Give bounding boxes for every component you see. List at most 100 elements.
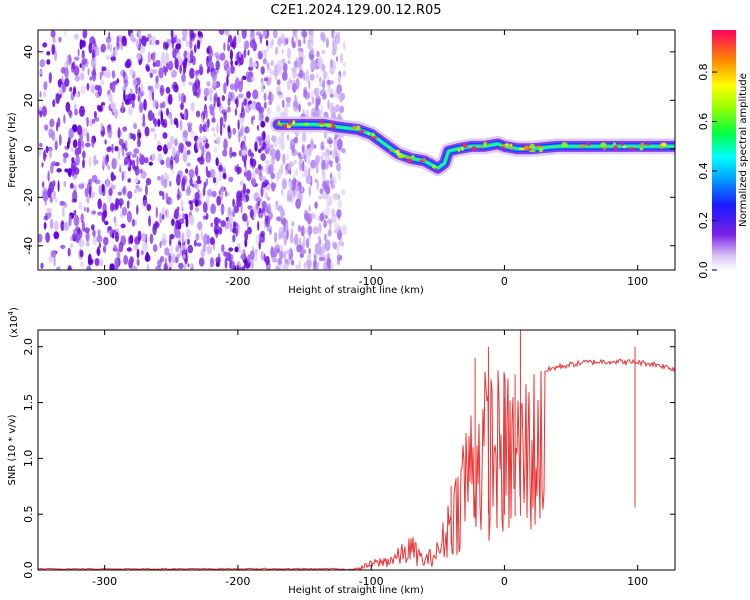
noise-speckle <box>254 141 258 152</box>
noise-speckle <box>165 52 169 64</box>
noise-speckle <box>312 226 319 235</box>
noise-speckle <box>186 162 191 167</box>
noise-speckle <box>77 227 81 235</box>
noise-speckle <box>203 121 209 131</box>
noise-speckle <box>88 42 93 54</box>
noise-speckle <box>241 265 245 270</box>
noise-speckle <box>246 91 251 99</box>
noise-speckle <box>187 238 190 245</box>
noise-speckle <box>59 200 66 206</box>
noise-speckle <box>170 30 174 39</box>
noise-speckle <box>244 230 249 242</box>
noise-speckle <box>206 245 213 255</box>
noise-speckle <box>48 72 52 84</box>
noise-speckle <box>162 101 166 109</box>
noise-speckle <box>82 158 85 169</box>
noise-speckle <box>129 256 134 265</box>
noise-speckle <box>161 52 166 64</box>
noise-speckle <box>206 68 209 74</box>
noise-speckle <box>108 226 111 231</box>
noise-speckle <box>45 145 49 154</box>
ridge-hotspot <box>407 158 413 163</box>
noise-speckle <box>202 243 206 253</box>
noise-speckle <box>313 144 317 149</box>
noise-speckle <box>91 69 97 82</box>
spectrogram-y-axis: -40 -20 0 20 40 <box>22 45 675 255</box>
noise-speckle <box>60 220 65 232</box>
noise-speckle <box>152 52 156 62</box>
noise-speckle <box>49 196 53 203</box>
noise-speckle <box>44 198 47 207</box>
noise-speckle <box>206 189 213 197</box>
noise-speckle <box>78 183 85 189</box>
ridge-hotspot <box>367 132 370 136</box>
noise-speckle <box>87 258 94 266</box>
noise-speckle <box>247 254 251 263</box>
noise-speckle <box>308 79 311 90</box>
noise-speckle <box>129 88 133 95</box>
noise-speckle <box>302 235 306 247</box>
snr-x-label: Height of straight line (km) <box>288 585 424 596</box>
noise-speckle <box>293 159 297 164</box>
noise-speckle <box>182 30 188 38</box>
noise-speckle <box>275 248 280 254</box>
noise-speckle <box>263 101 267 110</box>
noise-speckle <box>97 211 103 216</box>
noise-speckle <box>341 148 346 154</box>
noise-speckle <box>239 249 246 255</box>
ridge-hotspot <box>360 129 364 133</box>
noise-speckle <box>107 43 111 51</box>
ridge-hotspot <box>319 123 325 128</box>
noise-speckle <box>89 76 93 81</box>
noise-speckle <box>145 251 150 262</box>
spectrogram-x-axis: -300 -200 -100 0 100 <box>92 30 648 288</box>
noise-speckle <box>157 259 162 268</box>
noise-speckle <box>324 233 327 242</box>
noise-speckle <box>113 244 118 252</box>
noise-speckle <box>178 142 185 154</box>
noise-speckle <box>250 152 255 158</box>
noise-speckle <box>209 257 215 268</box>
noise-speckle <box>161 214 165 220</box>
noise-speckle <box>190 262 193 269</box>
noise-speckle <box>316 50 320 58</box>
noise-speckle <box>136 187 143 193</box>
noise-speckle <box>289 138 296 148</box>
noise-speckle <box>307 101 312 107</box>
noise-speckle <box>53 220 59 231</box>
noise-speckle <box>188 169 195 179</box>
noise-speckle <box>82 127 88 137</box>
noise-speckle <box>123 89 126 102</box>
noise-speckle <box>135 39 140 49</box>
noise-speckle <box>101 66 107 72</box>
noise-speckle <box>317 155 320 163</box>
noise-speckle <box>93 154 97 167</box>
noise-speckle <box>322 262 328 270</box>
noise-speckle <box>216 195 222 206</box>
noise-speckle <box>88 156 92 168</box>
noise-speckle <box>52 99 56 108</box>
noise-speckle <box>220 203 225 216</box>
noise-speckle <box>174 138 178 147</box>
noise-speckle <box>220 220 226 228</box>
noise-speckle <box>342 70 346 77</box>
noise-speckle <box>329 172 333 180</box>
noise-speckle <box>318 195 323 200</box>
noise-speckle <box>239 117 245 124</box>
noise-speckle <box>69 182 74 189</box>
noise-speckle <box>185 168 189 174</box>
ridge-hotspot <box>457 147 461 153</box>
noise-speckle <box>281 178 287 190</box>
noise-speckle <box>175 243 181 250</box>
noise-speckle <box>239 180 244 186</box>
noise-speckle <box>267 196 271 201</box>
noise-speckle <box>194 78 201 90</box>
noise-speckle <box>183 109 187 120</box>
snr-panel: -300 -200 -100 0 100 0.0 0.5 1.0 1.5 2.0 Height … <box>7 307 676 596</box>
noise-speckle <box>291 259 295 266</box>
noise-speckle <box>206 235 210 245</box>
noise-speckle <box>294 60 298 68</box>
noise-speckle <box>240 253 246 260</box>
noise-speckle <box>275 265 280 270</box>
noise-speckle <box>212 81 217 87</box>
